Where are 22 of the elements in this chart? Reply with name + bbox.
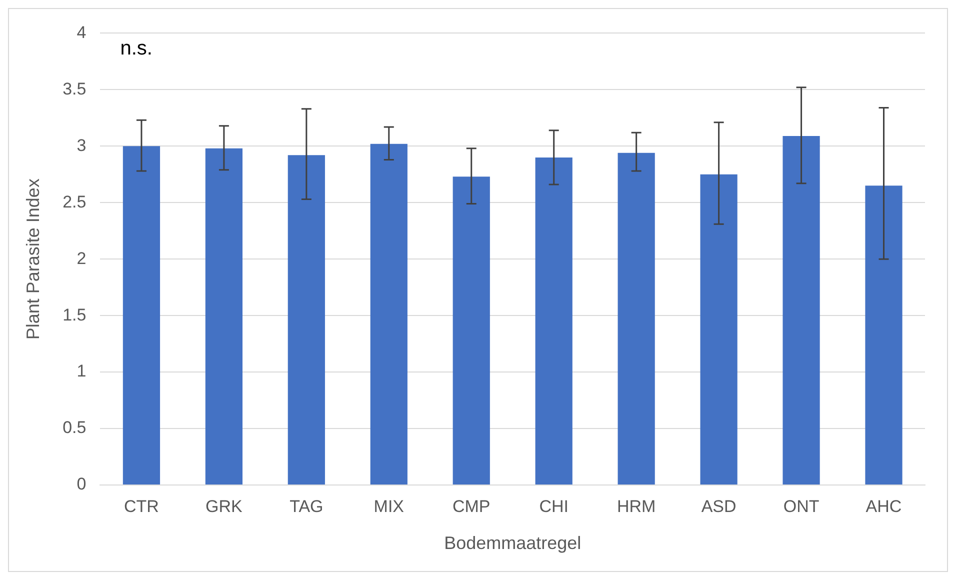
x-tick-label: MIX: [374, 496, 404, 516]
x-tick-label: AHC: [866, 496, 902, 516]
x-tick-label: CTR: [124, 496, 159, 516]
annotation: n.s.: [120, 38, 152, 60]
x-axis-title: Bodemmaatregel: [444, 533, 582, 554]
y-axis-title: Plant Parasite Index: [22, 178, 43, 340]
x-tick-label: GRK: [206, 496, 244, 516]
x-tick-label: HRM: [616, 496, 656, 516]
y-tick-label: 4: [76, 22, 86, 42]
y-tick-label: 0.5: [62, 418, 86, 438]
y-tick-label: 2: [76, 248, 86, 268]
x-tick-label: CMP: [452, 496, 490, 516]
y-tick-label: 0: [76, 474, 86, 494]
x-tick-label: TAG: [290, 496, 324, 516]
y-tick-label: 2.5: [62, 192, 86, 212]
x-tick-label: ONT: [783, 496, 820, 516]
y-tick-label: 1.5: [62, 305, 86, 324]
y-tick-label: 3: [76, 136, 86, 155]
x-tick-label: CHI: [539, 496, 568, 516]
y-tick-label: 1: [76, 362, 86, 381]
y-tick-label: 3.5: [62, 79, 86, 98]
x-tick-label: ASD: [701, 496, 736, 516]
